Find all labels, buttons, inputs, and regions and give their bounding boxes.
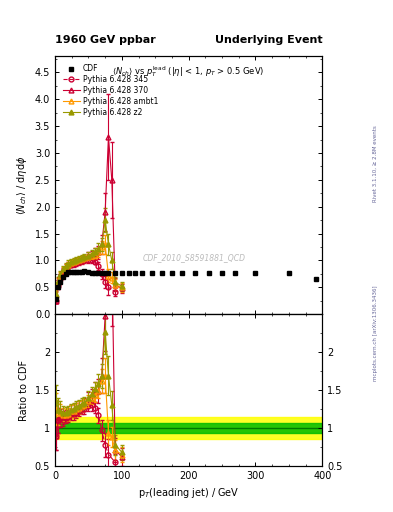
X-axis label: p$_T$(leading jet) / GeV: p$_T$(leading jet) / GeV — [138, 486, 239, 500]
Text: Rivet 3.1.10, ≥ 2.8M events: Rivet 3.1.10, ≥ 2.8M events — [373, 125, 378, 202]
Text: $\langle N_{ch}\rangle$ vs $p_T^{\rm lead}$ ($|\eta|$ < 1, $p_T$ > 0.5 GeV): $\langle N_{ch}\rangle$ vs $p_T^{\rm lea… — [112, 64, 265, 79]
Text: Underlying Event: Underlying Event — [215, 35, 322, 45]
Y-axis label: Ratio to CDF: Ratio to CDF — [19, 359, 29, 421]
Y-axis label: $\langle N_{ch}\rangle$ / d$\eta$d$\phi$: $\langle N_{ch}\rangle$ / d$\eta$d$\phi$ — [15, 156, 29, 215]
Text: 1960 GeV ppbar: 1960 GeV ppbar — [55, 35, 156, 45]
Text: CDF_2010_S8591881_QCD: CDF_2010_S8591881_QCD — [143, 253, 246, 262]
Text: mcplots.cern.ch [arXiv:1306.3436]: mcplots.cern.ch [arXiv:1306.3436] — [373, 285, 378, 380]
Legend: CDF, Pythia 6.428 345, Pythia 6.428 370, Pythia 6.428 ambt1, Pythia 6.428 z2: CDF, Pythia 6.428 345, Pythia 6.428 370,… — [62, 62, 160, 118]
